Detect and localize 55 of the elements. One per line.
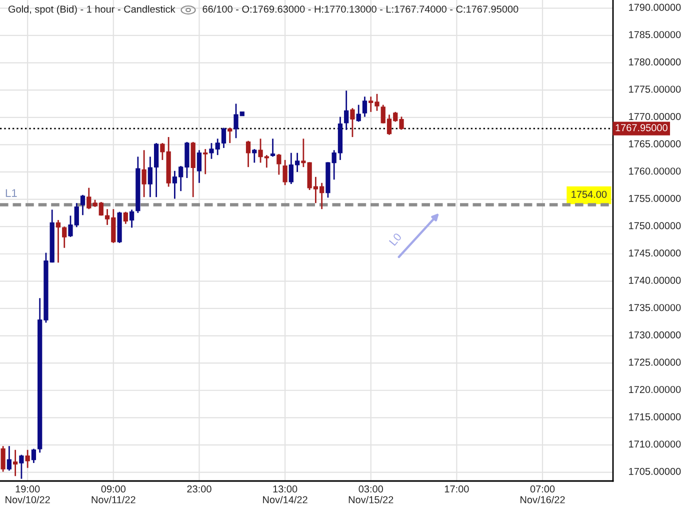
y-tick-label: 1775.00000 xyxy=(629,86,681,93)
candlestick xyxy=(0,445,6,472)
candlestick xyxy=(276,153,282,176)
x-tick-label: 03:00 Nov/15/22 xyxy=(348,485,394,504)
x-tick-label: 09:00 Nov/11/22 xyxy=(92,485,136,504)
y-tick-label: 1750.00000 xyxy=(629,222,681,230)
candlestick xyxy=(228,127,232,144)
candlestick xyxy=(356,104,361,122)
y-tick-label: 1770.00000 xyxy=(629,112,681,120)
candlestick xyxy=(80,194,86,216)
candlestick xyxy=(344,90,349,131)
y-tick-label: 1785.00000 xyxy=(629,31,681,38)
x-tick-label: 07:00 Nov/16/22 xyxy=(520,485,565,504)
chart-subtitle: 66/100 - O:1769.63000 - H:1770.13000 - L:1767.74000 - C:1767.95000 xyxy=(202,5,518,13)
y-tick-label: 1765.00000 xyxy=(629,140,681,148)
y-tick-label: 1735.00000 xyxy=(629,304,681,312)
y-tick-label: 1705.00000 xyxy=(629,468,681,475)
candlestick xyxy=(270,138,276,158)
y-tick-label: 1710.00000 xyxy=(629,440,681,448)
y-tick-label: 1745.00000 xyxy=(629,249,681,257)
candlestick xyxy=(282,159,288,186)
y-tick-label: 1720.00000 xyxy=(629,386,681,394)
candlestick xyxy=(142,149,146,198)
candlestick xyxy=(123,211,128,225)
candlestick xyxy=(62,226,67,249)
ref-line-label: 1754.00 xyxy=(572,190,607,198)
candlestick xyxy=(350,107,355,138)
x-tick-label: 17:00 xyxy=(444,485,469,493)
candlestick xyxy=(129,208,134,228)
candlestick xyxy=(252,148,257,164)
candlestick xyxy=(13,449,18,477)
candlestick xyxy=(56,219,61,264)
y-tick-label: 1725.00000 xyxy=(629,358,681,366)
y-tick-label: 1760.00000 xyxy=(629,168,681,175)
y-tick-label: 1790.00000 xyxy=(629,4,681,11)
x-tick-label: 19:00 Nov/10/22 xyxy=(6,485,50,504)
chart-title: Gold, spot (Bid) - 1 hour - Candlestick xyxy=(8,5,176,15)
candlestick xyxy=(19,454,24,480)
x-tick-label: 13:00 Nov/14/22 xyxy=(263,485,308,504)
y-tick-label: 1715.00000 xyxy=(629,413,681,420)
annotation: L0 xyxy=(388,232,402,246)
x-tick-label: 23:00 xyxy=(187,485,212,493)
y-tick-label: 1755.00000 xyxy=(629,194,681,202)
ref-line-label: 1767.95000 xyxy=(616,124,668,132)
y-tick-label: 1730.00000 xyxy=(629,331,681,338)
y-tick-label: 1740.00000 xyxy=(629,276,681,284)
candlestick xyxy=(362,96,368,118)
candlestick xyxy=(246,140,251,168)
candlestick xyxy=(25,449,30,469)
y-tick-label: 1780.00000 xyxy=(629,58,681,66)
candlestick xyxy=(6,445,12,472)
annotation: L1 xyxy=(6,189,17,197)
candlestick xyxy=(31,448,36,464)
candlestick xyxy=(203,148,208,175)
candlestick xyxy=(196,149,202,184)
